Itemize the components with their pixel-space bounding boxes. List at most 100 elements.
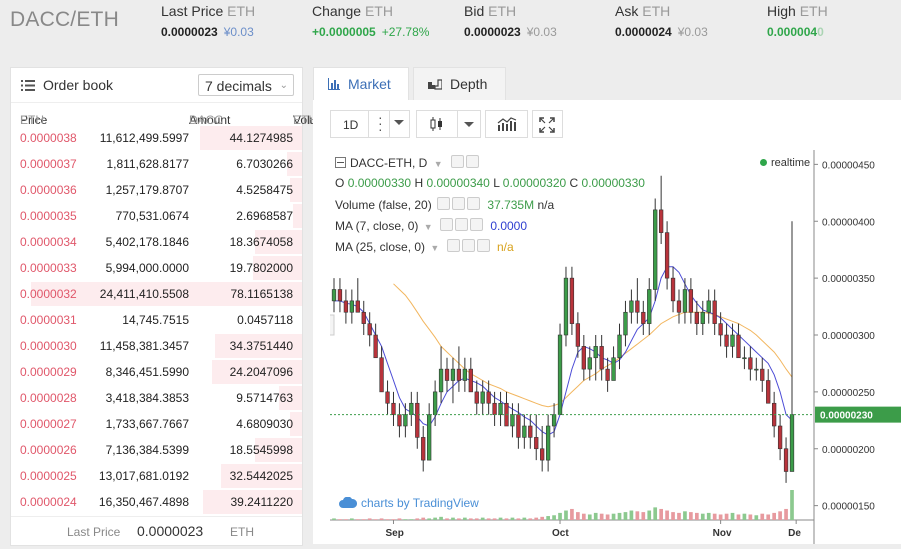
ohlc-h-label: H <box>414 176 424 190</box>
row-volume: 44.1274985 <box>229 131 293 145</box>
decimals-select[interactable]: 7 decimals ⌄ <box>198 74 294 96</box>
volume-bar <box>415 518 420 520</box>
collapse-icon[interactable] <box>335 157 346 168</box>
eye-icon[interactable] <box>450 155 464 168</box>
last-price-badge <box>815 406 901 423</box>
candle-body <box>712 300 717 324</box>
row-amount: 13,017,681.0192 <box>98 469 189 483</box>
tab-market[interactable]: Market <box>313 67 409 100</box>
tab-depth-label: Depth <box>450 76 488 92</box>
volume-bar <box>629 510 634 520</box>
order-book-row[interactable]: 0.0000025 13,017,681.0192 32.5442025 <box>11 463 302 489</box>
ohlc-c-label: C <box>569 176 579 190</box>
row-volume: 39.2411220 <box>230 495 293 509</box>
candle-body <box>444 368 450 381</box>
order-book-row[interactable]: 0.0000024 16,350,467.4898 39.2411220 <box>11 489 302 515</box>
volume-bar <box>564 510 568 520</box>
candle-body <box>777 425 783 450</box>
gear-icon[interactable] <box>461 239 475 252</box>
ma25-indicator-label: MA (25, close, 0) <box>335 240 426 254</box>
legend-volume-row: Volume (false, 20) 37.735M n/a <box>335 197 554 212</box>
order-book-row[interactable]: 0.0000031 14,745.7515 0.0457118 <box>11 307 302 333</box>
depth-bar <box>203 490 302 514</box>
high-value: 0.000004 <box>767 25 818 39</box>
volume-bar <box>385 519 390 520</box>
order-book-row[interactable]: 0.0000030 11,458,381.3457 34.3751440 <box>11 333 302 359</box>
candle-body <box>742 357 747 360</box>
order-book-footer: Last Price 0.0000023 ETH <box>11 516 302 545</box>
close-icon[interactable] <box>469 218 483 231</box>
volume-bar <box>451 517 455 520</box>
pair-title: DACC/ETH <box>10 8 119 31</box>
volume-bar <box>480 517 485 520</box>
chart-type-select[interactable] <box>416 110 481 138</box>
gear-icon[interactable] <box>454 218 468 231</box>
order-book-panel: Order book 7 decimals ⌄ Price ETH Amount… <box>10 67 333 546</box>
row-price: 0.0000035 <box>20 209 77 223</box>
tab-depth[interactable]: Depth <box>413 67 506 100</box>
order-book-row[interactable]: 0.0000027 1,733,667.7667 4.6809030 <box>11 411 302 437</box>
tradingview-watermark[interactable]: charts by TradingView <box>339 496 479 512</box>
watermark-text: charts by TradingView <box>361 496 479 510</box>
volume-bar <box>760 513 765 520</box>
candlestick-icon <box>429 116 445 135</box>
candle-body <box>575 323 581 347</box>
price-chart-svg[interactable]: 0.00000450 0.00000400 0.00000350 0.00000300… <box>327 150 901 544</box>
high-unit: ETH <box>799 3 828 19</box>
eye-icon[interactable] <box>439 218 453 231</box>
depth-bar <box>255 230 302 254</box>
row-volume: 18.3674058 <box>229 235 293 249</box>
order-book-rows: 0.0000038 11,612,499.5997 44.1274985 0.0000… <box>11 125 302 515</box>
close-icon[interactable] <box>467 197 481 210</box>
candle-body <box>409 402 414 415</box>
depth-bar <box>287 152 302 176</box>
candle-body <box>456 368 462 381</box>
row-price: 0.0000034 <box>20 235 77 249</box>
gear-icon[interactable] <box>465 155 479 168</box>
candle-body <box>682 289 688 313</box>
fullscreen-button[interactable] <box>532 110 563 138</box>
gear-icon[interactable] <box>452 197 466 210</box>
volume-bar <box>427 518 432 520</box>
order-book-row[interactable]: 0.0000029 8,346,451.5990 24.2047096 <box>11 359 302 385</box>
candle-body <box>569 277 575 324</box>
candle-body <box>706 300 711 313</box>
candle-body <box>522 425 527 438</box>
order-book-row[interactable]: 0.0000026 7,136,384.5399 18.5545998 <box>11 437 302 463</box>
more-vertical-icon: · · · <box>378 109 383 137</box>
candle-body <box>766 380 771 404</box>
order-book-row[interactable]: 0.0000033 5,994,000.0000 19.7802000 <box>11 255 302 281</box>
candle-body <box>605 368 610 381</box>
volume-bar <box>338 519 342 520</box>
volume-bar <box>635 511 640 520</box>
order-book-row[interactable]: 0.0000037 1,811,628.8177 6.7030266 <box>11 151 302 177</box>
candle-body <box>528 425 533 438</box>
row-volume: 9.5714763 <box>236 391 293 405</box>
candle-body <box>599 346 604 370</box>
eye-icon[interactable] <box>446 239 460 252</box>
row-price: 0.0000026 <box>20 443 77 457</box>
row-amount: 24,411,410.5508 <box>99 287 189 301</box>
order-book-row[interactable]: 0.0000036 1,257,179.8707 4.5258475 <box>11 177 302 203</box>
decimals-value: 7 decimals <box>205 78 272 94</box>
close-icon[interactable] <box>476 239 490 252</box>
order-book-row[interactable]: 0.0000028 3,418,384.3853 9.5714763 <box>11 385 302 411</box>
volume-bar <box>474 518 479 520</box>
candle-body <box>373 334 378 359</box>
candle-body <box>438 368 444 393</box>
eye-icon[interactable] <box>437 197 451 210</box>
price-chart[interactable]: 0.00000450 0.00000400 0.00000350 0.00000300… <box>327 150 901 544</box>
order-book-row[interactable]: 0.0000038 11,612,499.5997 44.1274985 <box>11 125 302 151</box>
order-book-row[interactable]: 0.0000032 24,411,410.5508 78.1165138 <box>11 281 302 307</box>
row-amount: 7,136,384.5399 <box>105 443 189 457</box>
chevron-down-icon <box>464 122 474 127</box>
indicators-icon <box>497 116 517 135</box>
order-book-row[interactable]: 0.0000035 770,531.0674 2.6968587 <box>11 203 302 229</box>
y-tick-label: 0.00000400 <box>822 217 875 228</box>
indicators-button[interactable] <box>485 110 528 138</box>
row-amount: 1,257,179.8707 <box>105 183 189 197</box>
row-price: 0.0000038 <box>20 131 77 145</box>
interval-select[interactable]: 1D · · · <box>330 110 410 138</box>
order-book-row[interactable]: 0.0000034 5,402,178.1846 18.3674058 <box>11 229 302 255</box>
candle-body <box>623 311 628 336</box>
